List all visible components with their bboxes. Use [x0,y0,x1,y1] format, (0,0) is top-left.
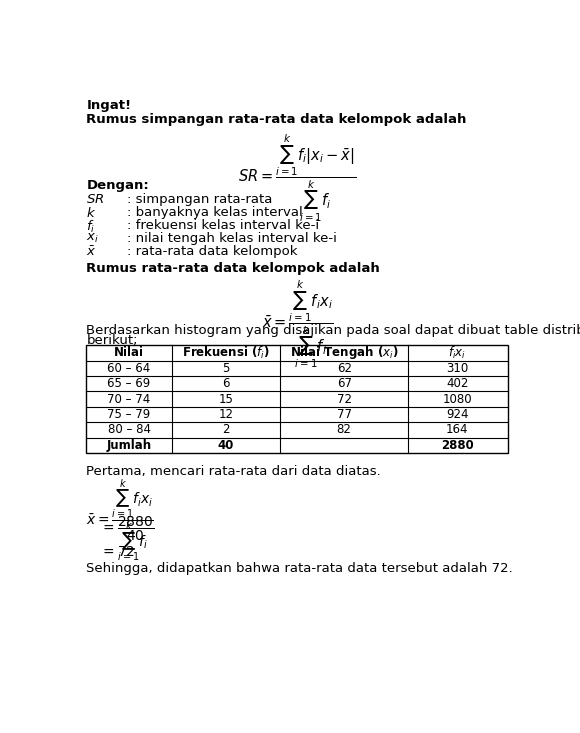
Text: $x_i$: $x_i$ [86,232,99,245]
Text: 72: 72 [336,393,351,405]
Text: Dengan:: Dengan: [86,179,149,192]
Text: $= 72$: $= 72$ [100,545,136,559]
Text: 82: 82 [337,424,351,436]
Text: Berdasarkan histogram yang disajikan pada soal dapat dibuat table distribusi fre: Berdasarkan histogram yang disajikan pad… [86,323,580,336]
Text: 2: 2 [222,424,230,436]
Text: $k$: $k$ [86,206,96,220]
Text: 15: 15 [219,393,233,405]
Text: : simpangan rata-rata: : simpangan rata-rata [127,193,272,206]
Text: 6: 6 [222,377,230,390]
Text: Rumus simpangan rata-rata data kelompok adalah: Rumus simpangan rata-rata data kelompok … [86,113,467,125]
Text: 62: 62 [336,362,351,375]
Text: 924: 924 [446,408,469,421]
Text: 402: 402 [446,377,469,390]
Text: 67: 67 [336,377,351,390]
Text: Rumus rata-rata data kelompok adalah: Rumus rata-rata data kelompok adalah [86,262,380,275]
Text: 1080: 1080 [443,393,472,405]
Text: berikut;: berikut; [86,334,138,347]
Text: $f_i$: $f_i$ [86,219,96,235]
Text: $= \dfrac{2880}{40}$: $= \dfrac{2880}{40}$ [100,515,155,543]
Text: Jumlah: Jumlah [107,439,151,452]
Text: 310: 310 [446,362,469,375]
Text: 12: 12 [219,408,233,421]
Text: 75 – 79: 75 – 79 [107,408,151,421]
Text: : rata-rata data kelompok: : rata-rata data kelompok [127,245,297,258]
Text: Sehingga, didapatkan bahwa rata-rata data tersebut adalah 72.: Sehingga, didapatkan bahwa rata-rata dat… [86,562,513,575]
Bar [86,345,508,453]
Text: Ingat!: Ingat! [86,99,132,111]
Text: $\bar{x} = \dfrac{\sum_{i=1}^{k} f_i x_i}{\sum_{i=1}^{k} f_i}$: $\bar{x} = \dfrac{\sum_{i=1}^{k} f_i x_i… [262,279,333,370]
Text: : nilai tengah kelas interval ke-i: : nilai tengah kelas interval ke-i [127,232,336,245]
Text: : frekuensi kelas interval ke-i: : frekuensi kelas interval ke-i [127,219,319,232]
Text: 65 – 69: 65 – 69 [107,377,151,390]
Text: Frekuensi ($f_i$): Frekuensi ($f_i$) [182,345,270,361]
Text: 80 – 84: 80 – 84 [107,424,151,436]
Text: 2880: 2880 [441,439,474,452]
Text: 60 – 64: 60 – 64 [107,362,151,375]
Text: 164: 164 [446,424,469,436]
Text: Nilai: Nilai [114,346,144,359]
Text: Pertama, mencari rata-rata dari data diatas.: Pertama, mencari rata-rata dari data dia… [86,465,381,478]
Text: $\bar{x}$: $\bar{x}$ [86,245,97,259]
Text: 5: 5 [222,362,230,375]
Text: $\bar{x} = \dfrac{\sum_{i=1}^{k} f_i x_i}{\sum_{i=1}^{k} f_i}$: $\bar{x} = \dfrac{\sum_{i=1}^{k} f_i x_i… [86,478,154,564]
Text: 70 – 74: 70 – 74 [107,393,151,405]
Text: $f_i x_i$: $f_i x_i$ [448,345,466,361]
Text: : banyaknya kelas interval: : banyaknya kelas interval [127,206,303,218]
Text: $SR = \dfrac{\sum_{i=1}^{k} f_i |x_i - \bar{x}|}{\sum_{i=1}^{k} f_i}$: $SR = \dfrac{\sum_{i=1}^{k} f_i |x_i - \… [238,133,356,224]
Text: $SR$: $SR$ [86,193,105,206]
Text: 40: 40 [218,439,234,452]
Text: Nilai Tengah ($x_i$): Nilai Tengah ($x_i$) [290,345,398,361]
Text: 77: 77 [336,408,351,421]
